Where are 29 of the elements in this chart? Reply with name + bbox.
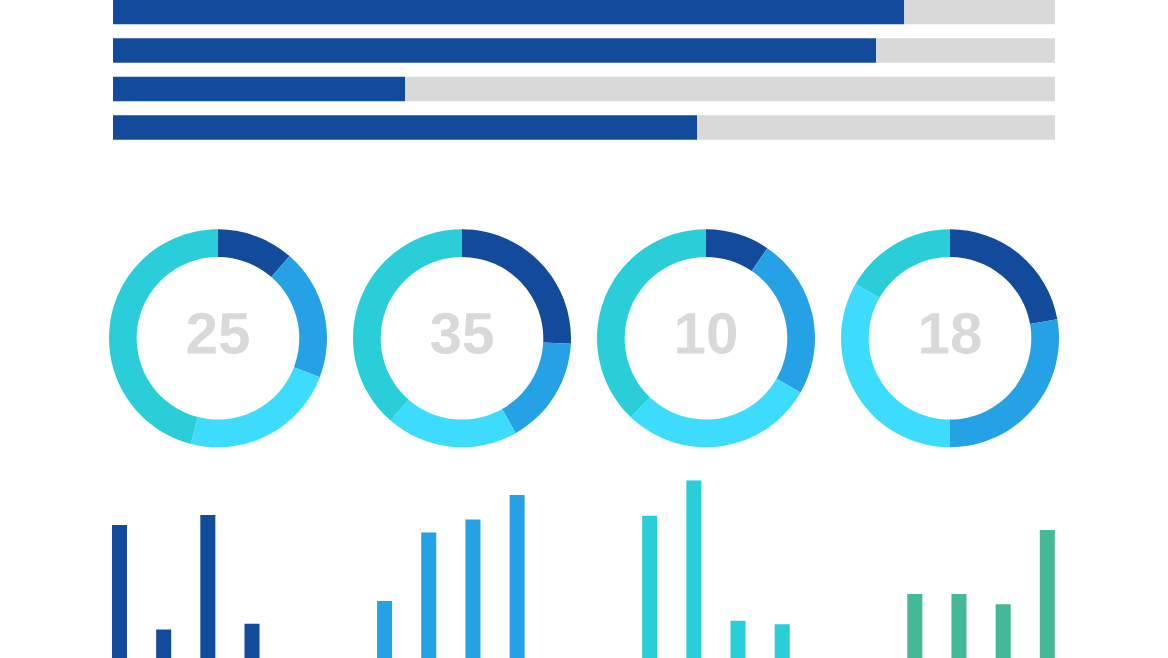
donut-slice — [855, 229, 950, 298]
bar — [156, 629, 172, 658]
bar — [377, 600, 393, 658]
bar — [904, 0, 1055, 25]
bar — [642, 515, 658, 658]
donut-slice — [630, 378, 801, 448]
bar — [774, 624, 790, 658]
bar — [876, 38, 1055, 63]
bar — [421, 532, 437, 658]
bar — [113, 0, 905, 25]
bar — [697, 115, 1055, 140]
donut-slice — [218, 229, 290, 277]
bar — [686, 480, 702, 658]
donut-slice — [190, 367, 320, 448]
donut-slice — [390, 399, 516, 448]
bar — [113, 115, 698, 140]
bar — [111, 525, 127, 658]
bar — [200, 515, 216, 658]
bar — [244, 623, 260, 658]
bar — [730, 620, 746, 658]
bar — [113, 76, 406, 102]
bar — [405, 76, 1055, 102]
bar — [509, 495, 525, 658]
donut-slice — [751, 248, 815, 393]
donut-slice — [502, 342, 571, 434]
bar — [465, 519, 481, 658]
donut-slice — [271, 256, 327, 378]
bar — [113, 38, 877, 63]
donut-slice — [706, 229, 768, 272]
